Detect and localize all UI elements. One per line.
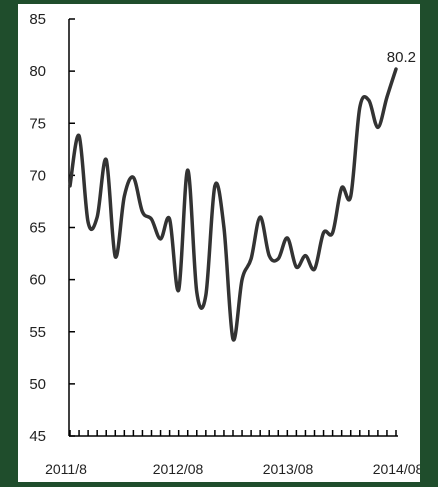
series-area bbox=[68, 67, 398, 342]
data-point bbox=[95, 215, 99, 219]
data-point bbox=[105, 158, 108, 161]
y-tick-label: 75 bbox=[29, 115, 46, 132]
y-tick-label: 80 bbox=[29, 63, 46, 80]
y-tick-label: 50 bbox=[29, 376, 46, 393]
x-tick-label: 2012/08 bbox=[153, 461, 204, 477]
data-point bbox=[222, 226, 226, 229]
data-point bbox=[213, 184, 217, 187]
x-tick-label: 2011/8 bbox=[45, 461, 87, 477]
data-point bbox=[331, 231, 334, 234]
data-point bbox=[159, 237, 162, 241]
y-tick-label: 85 bbox=[29, 11, 46, 28]
y-tick-label: 45 bbox=[29, 428, 46, 445]
x-axis: 2011/8 2012/08 2013/08 2014/08 bbox=[45, 430, 424, 477]
y-tick-label: 70 bbox=[29, 167, 46, 184]
data-point bbox=[286, 236, 289, 240]
data-point bbox=[249, 257, 253, 260]
data-point bbox=[231, 337, 235, 341]
data-point bbox=[358, 106, 361, 109]
x-tick-label: 2013/08 bbox=[263, 461, 314, 477]
data-point bbox=[68, 184, 72, 187]
data-point bbox=[385, 95, 389, 99]
data-point bbox=[177, 288, 180, 292]
data-point bbox=[322, 231, 325, 234]
data-point bbox=[268, 254, 271, 257]
data-point bbox=[367, 99, 371, 102]
end-value-label: 80.2 bbox=[387, 49, 416, 66]
y-tick-label: 60 bbox=[29, 272, 46, 289]
chart-panel: 45 50 55 60 65 70 75 80 85 2011/8 2012/08 2013/08 2… bbox=[18, 4, 424, 482]
data-point bbox=[204, 294, 208, 297]
data-point bbox=[77, 134, 81, 137]
data-point bbox=[295, 265, 298, 269]
data-point bbox=[240, 278, 244, 281]
series-line bbox=[68, 67, 398, 342]
data-point bbox=[340, 186, 343, 190]
data-point bbox=[86, 221, 90, 224]
data-point bbox=[258, 215, 262, 219]
data-point bbox=[150, 217, 153, 221]
y-tick-label: 65 bbox=[29, 220, 46, 237]
data-point bbox=[394, 67, 398, 71]
data-point bbox=[141, 210, 144, 214]
data-point bbox=[123, 195, 126, 198]
data-point bbox=[132, 176, 135, 179]
y-axis: 45 50 55 60 65 70 75 80 85 bbox=[29, 11, 75, 445]
data-point bbox=[304, 254, 307, 257]
data-point bbox=[376, 126, 380, 129]
x-tick-label: 2014/08 bbox=[373, 461, 420, 477]
data-point bbox=[349, 195, 352, 198]
data-point bbox=[114, 255, 117, 258]
data-point bbox=[195, 290, 198, 294]
data-point bbox=[168, 217, 171, 221]
data-point bbox=[277, 257, 280, 260]
data-point bbox=[313, 268, 316, 271]
y-tick-label: 55 bbox=[29, 324, 46, 341]
data-point bbox=[186, 168, 189, 172]
